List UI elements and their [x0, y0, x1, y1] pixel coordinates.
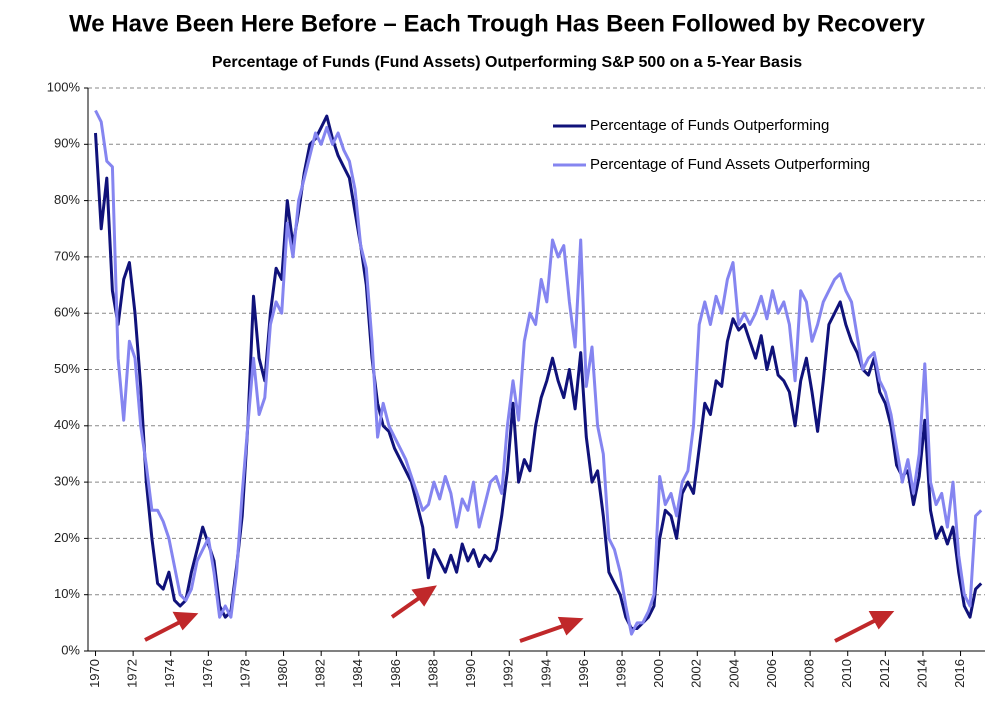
y-tick-label: 40%: [54, 417, 80, 432]
x-tick-label: 1972: [125, 659, 140, 688]
x-tick-label: 1990: [463, 659, 478, 688]
y-tick-label: 70%: [54, 248, 80, 263]
x-tick-label: 2004: [726, 659, 741, 688]
arrow-head: [557, 616, 584, 636]
x-tick-label: 2012: [877, 659, 892, 688]
x-tick-label: 2002: [689, 659, 704, 688]
x-tick-label: 1980: [275, 659, 290, 688]
x-tick-label: 2000: [651, 659, 666, 688]
arrow-head: [172, 611, 199, 631]
arrow: [390, 594, 424, 619]
series-line: [94, 114, 983, 630]
y-tick-label: 80%: [54, 192, 80, 207]
x-tick-label: 1978: [237, 659, 252, 688]
y-tick-label: 90%: [54, 136, 80, 151]
x-tick-label: 2014: [914, 659, 929, 688]
arrow: [519, 623, 567, 643]
legend-label: Percentage of Fund Assets Outperforming: [590, 156, 870, 173]
x-tick-label: 2008: [802, 659, 817, 688]
arrow: [144, 619, 183, 642]
y-tick-label: 20%: [54, 530, 80, 545]
x-tick-label: 1994: [538, 659, 553, 688]
x-tick-label: 1998: [614, 659, 629, 688]
x-tick-label: 1996: [576, 659, 591, 688]
x-tick-label: 1970: [87, 659, 102, 688]
y-tick-label: 100%: [47, 79, 81, 94]
arrow-head: [411, 585, 437, 607]
arrow: [834, 617, 879, 643]
y-tick-label: 50%: [54, 361, 80, 376]
x-tick-label: 1986: [388, 659, 403, 688]
x-tick-label: 1982: [313, 659, 328, 688]
series-line: [94, 109, 983, 636]
arrows: [144, 585, 895, 643]
y-tick-label: 60%: [54, 305, 80, 320]
x-tick-label: 2006: [764, 659, 779, 688]
chart-subtitle: Percentage of Funds (Fund Assets) Outper…: [212, 54, 802, 71]
y-tick-label: 0%: [61, 642, 80, 657]
x-tick-label: 1988: [425, 659, 440, 688]
x-tick-label: 1992: [501, 659, 516, 688]
x-tick-label: 1974: [162, 659, 177, 688]
legend-label: Percentage of Funds Outperforming: [590, 117, 829, 134]
arrow-head: [868, 611, 895, 630]
y-tick-label: 30%: [54, 474, 80, 489]
x-tick-label: 1984: [350, 659, 365, 688]
x-tick-label: 2016: [952, 659, 967, 688]
y-tick-label: 10%: [54, 586, 80, 601]
x-tick-label: 1976: [200, 659, 215, 688]
chart-title: We Have Been Here Before – Each Trough H…: [69, 10, 925, 37]
x-tick-label: 2010: [839, 659, 854, 688]
